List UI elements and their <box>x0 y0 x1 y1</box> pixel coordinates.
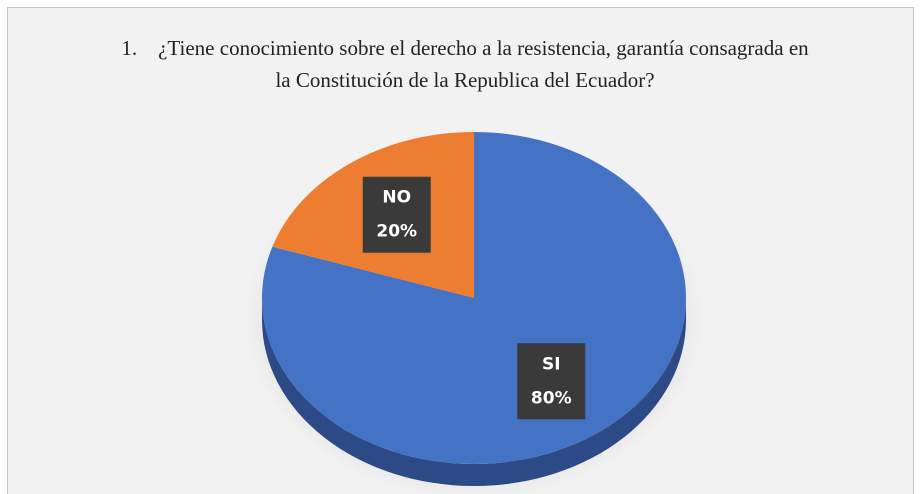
data-label-box <box>517 343 586 420</box>
data-label-value: 20% <box>376 222 417 242</box>
data-label-box <box>362 176 431 253</box>
chart-title: 1. ¿Tiene conocimiento sobre el derecho … <box>121 36 809 92</box>
data-label-category: NO <box>382 188 411 208</box>
data-label-category: SI <box>542 354 561 374</box>
data-label-value: 80% <box>531 388 572 408</box>
